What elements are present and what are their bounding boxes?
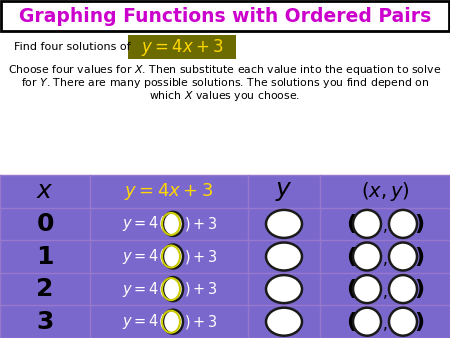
- Bar: [1, 1, 449, 31]
- Text: for $\mathit{Y}$. There are many possible solutions. The solutions you find depe: for $\mathit{Y}$. There are many possibl…: [21, 76, 429, 90]
- Text: (: (: [346, 214, 356, 234]
- Text: $\mathit{y}$: $\mathit{y}$: [275, 179, 293, 203]
- Text: ): ): [414, 279, 424, 299]
- Text: $(\mathit{x},\mathit{y})$: $(\mathit{x},\mathit{y})$: [360, 180, 410, 203]
- Text: $)+3$: $)+3$: [184, 313, 218, 331]
- Text: ): ): [414, 246, 424, 266]
- Text: 0: 0: [36, 212, 54, 236]
- Ellipse shape: [266, 308, 302, 336]
- Text: 2: 2: [36, 277, 54, 301]
- Ellipse shape: [266, 242, 302, 270]
- Ellipse shape: [353, 275, 381, 303]
- Text: (: (: [346, 312, 356, 332]
- Text: ): ): [414, 214, 424, 234]
- Ellipse shape: [266, 210, 302, 238]
- Text: $y = 4($: $y = 4($: [122, 280, 165, 298]
- Ellipse shape: [266, 275, 302, 303]
- Text: (: (: [346, 246, 356, 266]
- Text: $\mathit{x}$: $\mathit{x}$: [36, 179, 54, 203]
- Text: Find four solutions of: Find four solutions of: [14, 42, 130, 52]
- Text: 3: 3: [36, 310, 54, 334]
- Bar: [0, 175, 450, 338]
- Ellipse shape: [353, 210, 381, 238]
- Text: ,: ,: [382, 317, 387, 332]
- Ellipse shape: [389, 308, 417, 336]
- Text: $y = 4($: $y = 4($: [122, 247, 165, 266]
- Text: $y = 4($: $y = 4($: [122, 312, 165, 331]
- Text: 1: 1: [36, 244, 54, 268]
- Text: (: (: [346, 279, 356, 299]
- Ellipse shape: [163, 277, 183, 301]
- Text: $)+3$: $)+3$: [184, 280, 218, 298]
- Text: ,: ,: [382, 219, 387, 234]
- Ellipse shape: [163, 212, 183, 236]
- Text: $y = 4($: $y = 4($: [122, 214, 165, 234]
- Text: ,: ,: [382, 285, 387, 299]
- Ellipse shape: [389, 275, 417, 303]
- Text: $y = 4x + 3$: $y = 4x + 3$: [124, 181, 214, 202]
- Text: $)+3$: $)+3$: [184, 247, 218, 266]
- Ellipse shape: [389, 242, 417, 270]
- Text: Graphing Functions with Ordered Pairs: Graphing Functions with Ordered Pairs: [19, 6, 431, 25]
- Text: ,: ,: [382, 252, 387, 267]
- Text: $y = 4x + 3$: $y = 4x + 3$: [141, 37, 223, 57]
- Ellipse shape: [353, 242, 381, 270]
- Text: Choose four values for $\mathit{X}$. Then substitute each value into the equatio: Choose four values for $\mathit{X}$. The…: [9, 63, 441, 77]
- Ellipse shape: [163, 244, 183, 268]
- Text: $)+3$: $)+3$: [184, 215, 218, 233]
- Ellipse shape: [353, 308, 381, 336]
- Text: which $\mathit{X}$ values you choose.: which $\mathit{X}$ values you choose.: [149, 89, 301, 103]
- Text: ): ): [414, 312, 424, 332]
- Ellipse shape: [163, 310, 183, 334]
- Bar: [128, 35, 236, 59]
- Ellipse shape: [389, 210, 417, 238]
